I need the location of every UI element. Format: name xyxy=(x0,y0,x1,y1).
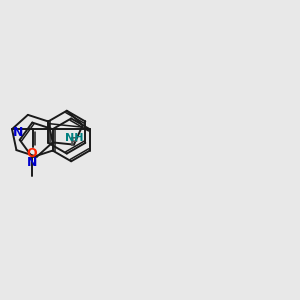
Text: N: N xyxy=(27,156,38,169)
Text: NH: NH xyxy=(65,133,83,143)
Text: N: N xyxy=(13,126,23,139)
Text: F: F xyxy=(70,136,78,149)
Text: O: O xyxy=(27,147,37,161)
